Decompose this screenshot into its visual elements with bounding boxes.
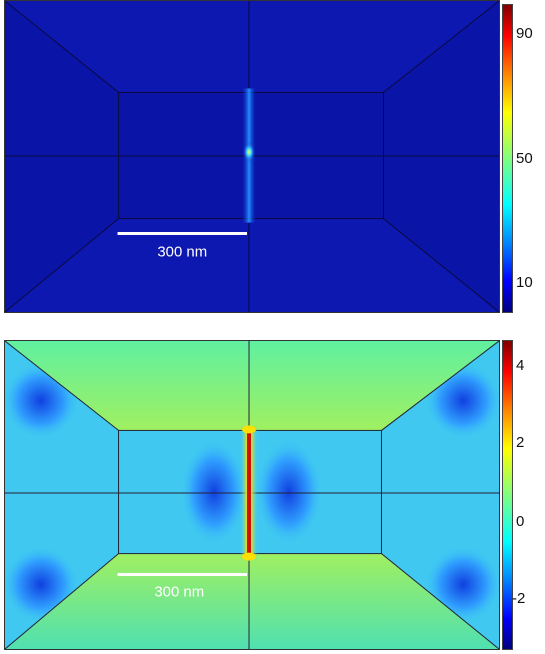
field-map-bottom: 300 nm (4, 340, 500, 650)
colorbar-top-tick-50: 50 (516, 150, 533, 167)
scale-bar-top-label: 300 nm (157, 243, 207, 260)
colorbar-top-tick-90: 90 (516, 25, 533, 42)
hotspot-top (243, 142, 255, 162)
field-map-top-svg: 300 nm (5, 1, 499, 312)
colorbar-bottom (502, 340, 513, 650)
field-map-top: 300 nm (4, 0, 500, 313)
scale-bar-bottom-label: 300 nm (154, 583, 204, 600)
colorbar-bottom-tick-2: 2 (516, 434, 525, 451)
colorbar-top-tick-10: 10 (516, 274, 533, 291)
colorbar-bottom-tick-minus2: -2 (512, 590, 526, 607)
field-map-bottom-svg: 300 nm (5, 341, 499, 649)
colorbar-bottom-tick-0: 0 (516, 513, 525, 530)
rod-bottom (247, 428, 252, 558)
colorbar-bottom-tick-4: 4 (516, 357, 525, 374)
colorbar-top (502, 4, 513, 313)
